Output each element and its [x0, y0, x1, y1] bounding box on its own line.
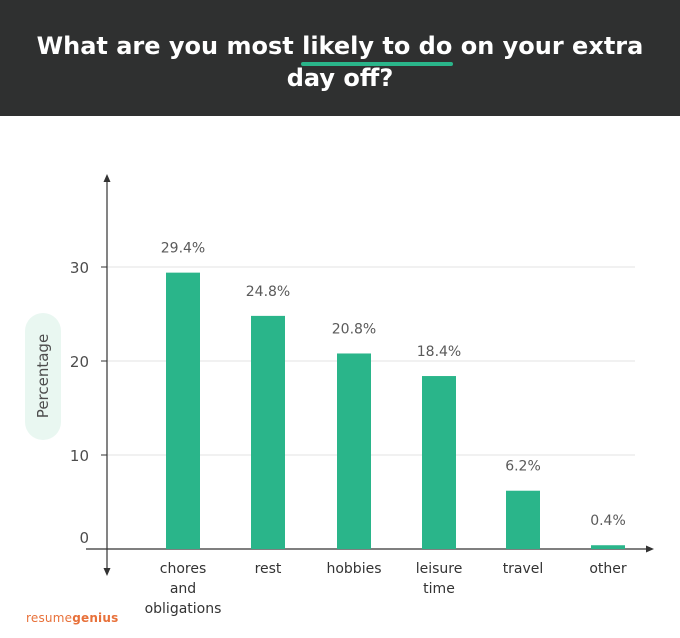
brand-logo: resumegenius: [26, 611, 118, 625]
y-tick-label: 30: [70, 259, 89, 277]
y-axis-label: Percentage: [34, 333, 52, 419]
bar: [422, 376, 456, 549]
x-axis-arrow: [646, 545, 654, 553]
x-tick-label: time: [423, 581, 455, 597]
bar: [166, 272, 200, 549]
x-tick-label: leisure: [416, 561, 463, 577]
bar: [337, 353, 371, 549]
x-tick-label: travel: [503, 561, 544, 577]
data-label: 18.4%: [417, 344, 461, 360]
x-tick-label: rest: [255, 561, 282, 577]
y-tick-label: 20: [70, 353, 89, 371]
x-tick-label: chores: [160, 561, 207, 577]
data-label: 6.2%: [505, 459, 541, 475]
chart-header: What are you most likely to do on your e…: [0, 0, 680, 116]
y-axis-arrow-up: [103, 174, 111, 182]
data-label: 20.8%: [332, 321, 376, 337]
bar: [506, 490, 540, 549]
bar: [251, 315, 285, 549]
x-tick-label: and: [170, 581, 196, 597]
bar: [591, 545, 625, 549]
title-part-1: What are you most: [36, 32, 303, 60]
brand-part-1: resume: [26, 611, 73, 625]
bar-chart: 0 10 20 30 29.4% chores and obligations 24.8% res…: [70, 174, 654, 616]
x-tick-label: hobbies: [326, 561, 381, 577]
data-label: 0.4%: [590, 513, 626, 529]
chart-title: What are you most likely to do on your e…: [20, 30, 660, 94]
y-tick-label: 0: [79, 529, 89, 547]
y-tick-label: 10: [70, 447, 89, 465]
data-label: 29.4%: [161, 241, 205, 257]
brand-part-2: genius: [72, 611, 119, 625]
y-axis-arrow-down: [103, 568, 111, 576]
y-axis-label-background: [25, 313, 61, 440]
title-highlight: likely to do: [302, 32, 453, 60]
x-tick-label: obligations: [145, 601, 222, 616]
title-part-2: on your extra day off?: [286, 32, 644, 92]
data-label: 24.8%: [246, 284, 290, 300]
x-tick-label: other: [589, 561, 627, 577]
